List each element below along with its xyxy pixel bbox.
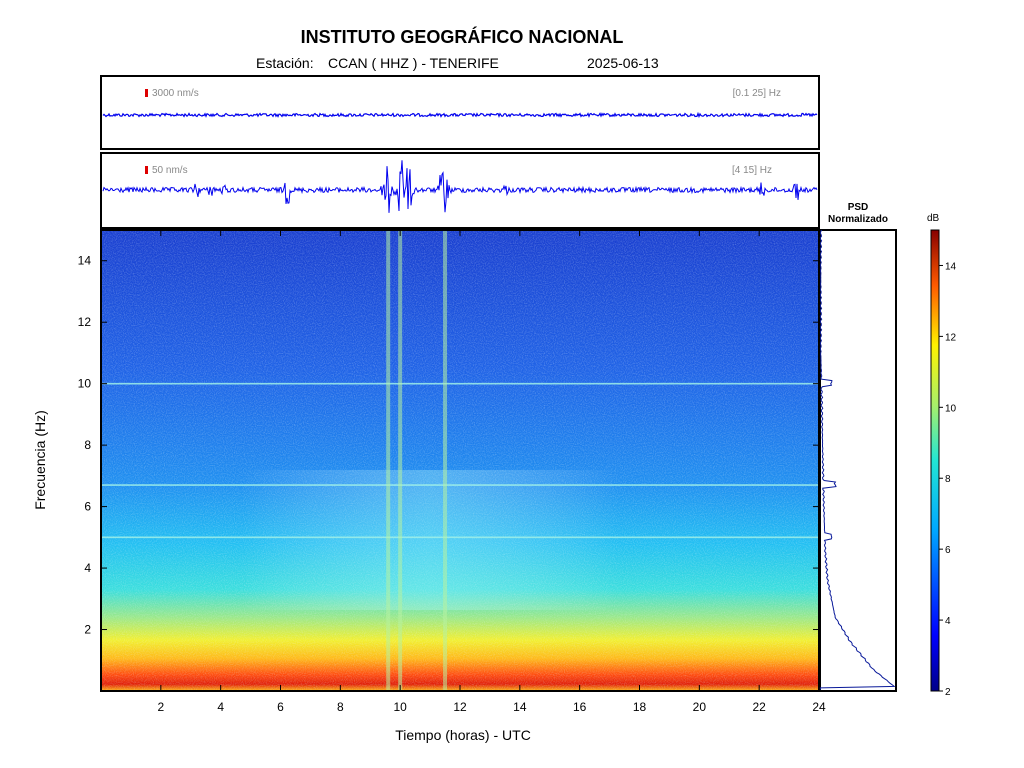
psd-panel (819, 229, 897, 692)
event-stripe (386, 230, 391, 691)
psd-title-line-1: PSD (847, 202, 869, 213)
x-tick-label: 14 (513, 700, 527, 714)
colorbar-tick-label: 2 (945, 687, 951, 698)
y-tick-label: 8 (84, 438, 91, 452)
colorbar: 2 4 6 8 10 12 14 (930, 229, 957, 698)
colorbar-tick-label: 6 (945, 545, 951, 556)
trace-2-scale-label: 50 nm/s (152, 165, 188, 176)
colorbar-tick-label: 4 (945, 616, 951, 627)
y-tick-label: 12 (78, 315, 92, 329)
x-tick-label: 8 (337, 700, 344, 714)
scale-marker-1 (145, 89, 148, 97)
y-tick-label: 14 (78, 254, 92, 268)
scale-marker-2 (145, 166, 148, 174)
trace-1-scale-label: 3000 nm/s (152, 88, 199, 99)
y-tick-label: 2 (84, 623, 91, 637)
y-tick-label: 10 (78, 377, 92, 391)
psd-curve (819, 229, 896, 690)
colorbar-tick-label: 14 (945, 261, 957, 272)
trace-1-waveform (102, 111, 818, 119)
y-tick-label: 4 (84, 561, 91, 575)
date-label: 2025-06-13 (587, 55, 659, 71)
x-tick-label: 4 (217, 700, 224, 714)
trace-1-band-label: [0.1 25] Hz (733, 88, 781, 99)
y-tick-label: 6 (84, 500, 91, 514)
y-axis-label: Frecuencia (Hz) (32, 410, 48, 510)
x-tick-label: 6 (277, 700, 284, 714)
x-tick-label: 16 (573, 700, 587, 714)
trace-2-band-label: [4 15] Hz (732, 165, 772, 176)
psd-title: PSD Normalizado (820, 202, 896, 226)
colorbar-unit: dB (927, 213, 940, 224)
x-tick-label: 20 (693, 700, 707, 714)
psd-title-line-2: Normalizado (827, 214, 888, 225)
colorbar-tick-label: 10 (945, 403, 957, 414)
page-title: INSTITUTO GEOGRÁFICO NACIONAL (300, 27, 624, 47)
x-axis-label: Tiempo (horas) - UTC (395, 727, 531, 743)
station-value: CCAN ( HHZ ) - TENERIFE (328, 55, 499, 71)
trace-panel-1: 3000 nm/s [0.1 25] Hz (100, 75, 820, 150)
x-tick-label: 10 (393, 700, 407, 714)
event-stripe (398, 230, 403, 691)
x-tick-label: 2 (157, 700, 164, 714)
colorbar-tick-label: 12 (945, 332, 957, 343)
colorbar-tick-label: 8 (945, 474, 951, 485)
trace-panel-2: 50 nm/s [4 15] Hz (100, 152, 820, 229)
x-tick-label: 24 (812, 700, 826, 714)
trace-2-waveform (102, 160, 818, 213)
event-stripe (443, 230, 448, 691)
x-tick-label: 18 (633, 700, 647, 714)
x-tick-label: 22 (752, 700, 766, 714)
x-tick-label: 12 (453, 700, 467, 714)
station-label: Estación: (256, 55, 314, 71)
